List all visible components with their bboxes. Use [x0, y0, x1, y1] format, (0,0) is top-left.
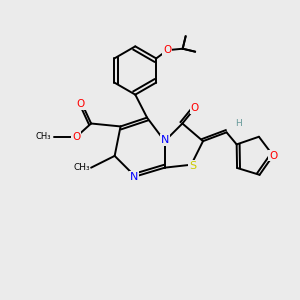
Text: O: O [190, 103, 199, 113]
Text: O: O [77, 99, 85, 110]
Text: S: S [189, 161, 196, 171]
Text: O: O [72, 132, 80, 142]
Text: N: N [160, 135, 169, 145]
Text: CH₃: CH₃ [36, 132, 51, 141]
Text: H: H [235, 119, 242, 128]
Text: CH₃: CH₃ [73, 163, 90, 172]
Text: O: O [269, 151, 277, 160]
Text: O: O [163, 45, 172, 55]
Text: N: N [130, 172, 138, 182]
